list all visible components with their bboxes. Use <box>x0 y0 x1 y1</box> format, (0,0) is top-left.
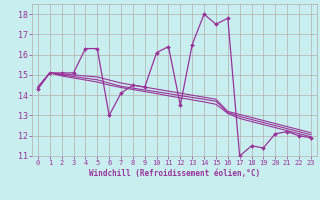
X-axis label: Windchill (Refroidissement éolien,°C): Windchill (Refroidissement éolien,°C) <box>89 169 260 178</box>
